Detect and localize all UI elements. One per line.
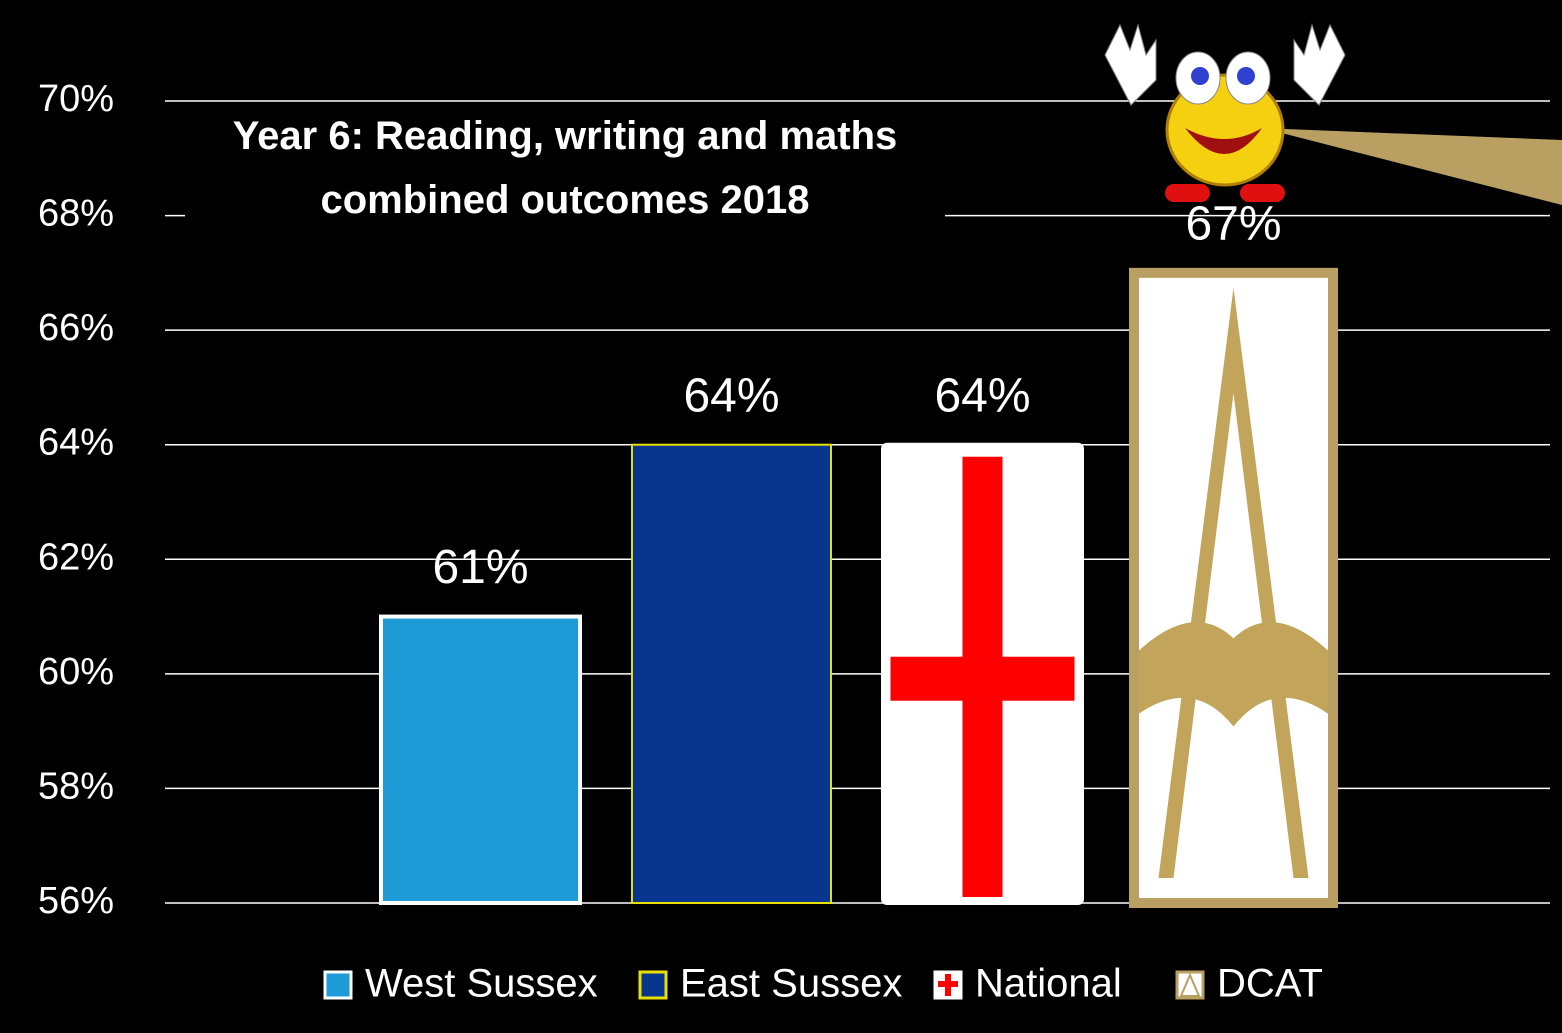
value-label: 64% xyxy=(683,369,779,422)
smiley-shoe xyxy=(1240,184,1285,202)
legend-label: National xyxy=(975,962,1122,1006)
smiley-hand xyxy=(1293,23,1346,106)
bar xyxy=(631,443,832,904)
bar-cross xyxy=(890,656,1075,701)
legend-label: East Sussex xyxy=(680,962,902,1006)
y-tick-label: 56% xyxy=(38,880,114,922)
legend-marker xyxy=(323,970,353,1000)
legend-marker xyxy=(638,970,668,1000)
y-tick-label: 70% xyxy=(38,78,114,120)
smiley-mouth xyxy=(1185,128,1262,154)
legend-label: DCAT xyxy=(1217,962,1323,1006)
smiley-pupil xyxy=(1237,67,1255,85)
y-tick-label: 64% xyxy=(38,422,114,464)
legend-marker-cross xyxy=(938,981,958,987)
smiley-hand xyxy=(1104,23,1157,106)
value-label: 61% xyxy=(432,541,528,594)
chart-title: Year 6: Reading, writing and maths combi… xyxy=(185,104,945,232)
y-tick-label: 66% xyxy=(38,307,114,349)
bars: 61% 64% 64% 67% xyxy=(379,198,1338,909)
value-label: 64% xyxy=(934,369,1030,422)
smiley-shoe xyxy=(1165,184,1210,202)
y-tick-label: 58% xyxy=(38,765,114,807)
legend: West Sussex East Sussex National DCAT xyxy=(323,962,1323,1006)
legend-marker-logo xyxy=(1179,972,1201,997)
bar-logo xyxy=(1158,287,1309,878)
smiley-pupil xyxy=(1191,67,1209,85)
smiley xyxy=(1104,23,1346,202)
value-label: 67% xyxy=(1185,198,1281,251)
bar xyxy=(379,614,582,905)
speech-pointer xyxy=(1262,128,1562,205)
legend-label: West Sussex xyxy=(365,962,598,1006)
bar-logo xyxy=(1138,622,1329,727)
y-tick-label: 68% xyxy=(38,193,114,235)
y-tick-label: 60% xyxy=(38,651,114,693)
y-tick-label: 62% xyxy=(38,536,114,578)
